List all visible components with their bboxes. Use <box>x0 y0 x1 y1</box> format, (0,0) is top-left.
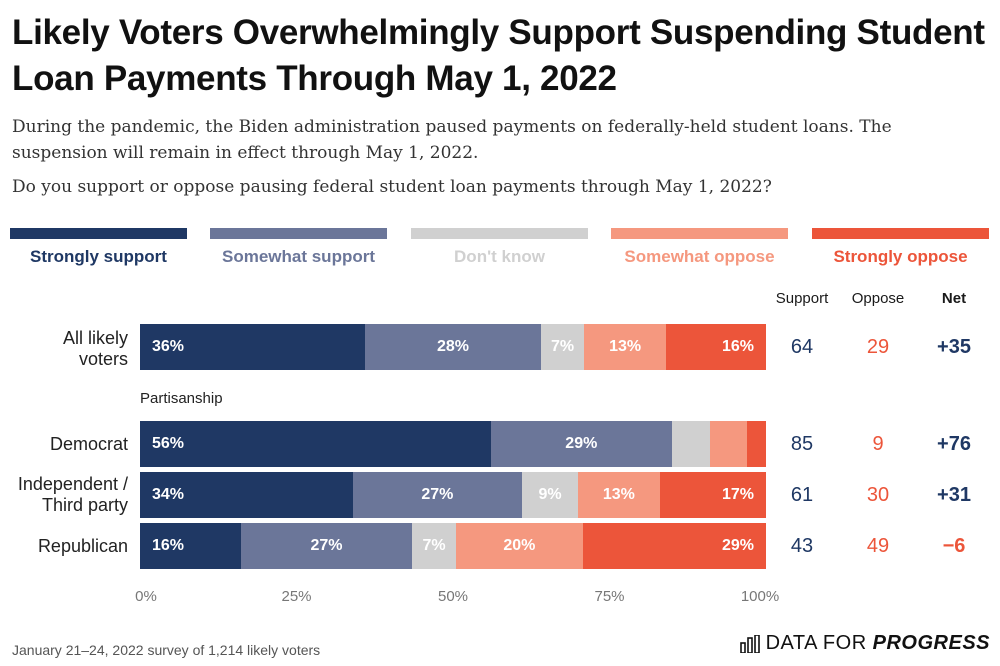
legend-swatch-strongly-support <box>10 228 187 239</box>
bar-segment-somewhat-oppose: 13% <box>578 472 660 518</box>
net-value: +35 <box>937 336 971 358</box>
legend-item-strongly-support: Strongly support <box>10 228 187 268</box>
row-label: All likely voters <box>62 328 128 369</box>
oppose-value: 29 <box>866 336 890 358</box>
legend-label-dont-know: Don't know <box>454 247 545 266</box>
net-column-header: Net <box>941 290 967 307</box>
legend-swatch-strongly-oppose <box>812 228 989 239</box>
support-column-header: Support <box>775 290 829 307</box>
legend-swatch-dont-know <box>411 228 588 239</box>
support-value: 85 <box>790 433 814 455</box>
legend-item-somewhat-oppose: Somewhat oppose <box>611 228 788 268</box>
legend-label-strongly-support: Strongly support <box>30 247 167 266</box>
x-tick-label: 75% <box>594 588 625 605</box>
bar-segment-dont-know: 9% <box>521 472 579 518</box>
legend-label-somewhat-oppose: Somewhat oppose <box>624 247 775 266</box>
support-value: 61 <box>790 484 814 506</box>
legend-label-somewhat-support: Somewhat support <box>221 247 375 266</box>
support-value: 43 <box>790 535 814 557</box>
footer-note: January 21–24, 2022 survey of 1,214 like… <box>12 642 321 658</box>
legend-swatch-somewhat-oppose <box>611 228 788 239</box>
bar-segment-strongly-oppose <box>747 421 766 467</box>
bar-segment-somewhat-oppose: 13% <box>584 324 666 370</box>
survey-question: Do you support or oppose pausing federal… <box>12 177 772 197</box>
brand-suffix: PROGRESS <box>872 632 990 654</box>
stacked-bar: 36% 28% 7% 13% 16% <box>140 324 766 370</box>
bar-segment-strongly-oppose: 29% <box>582 523 766 569</box>
net-value: +76 <box>937 433 971 455</box>
legend-swatch-somewhat-support <box>210 228 387 239</box>
bar-segment-somewhat-support: 27% <box>241 523 412 569</box>
legend-item-somewhat-support: Somewhat support <box>210 228 387 268</box>
bar-segment-somewhat-support: 27% <box>352 472 522 518</box>
bar-segment-somewhat-support: 28% <box>365 324 541 370</box>
legend-item-strongly-oppose: Strongly oppose <box>812 228 989 268</box>
net-value: +31 <box>937 484 971 506</box>
legend-label-strongly-oppose: Strongly oppose <box>833 247 968 266</box>
x-tick-label: 50% <box>437 588 469 605</box>
bar-segment-somewhat-oppose <box>709 421 748 467</box>
chart-subtitle: During the pandemic, the Biden administr… <box>12 117 892 163</box>
brand-logo: DATA FOR PROGRESS <box>739 632 990 655</box>
bar-segment-dont-know <box>672 421 710 467</box>
bar-segment-dont-know: 7% <box>540 324 585 370</box>
net-value: −6 <box>942 535 966 557</box>
bar-chart-icon <box>739 634 760 653</box>
bar-segment-strongly-oppose: 17% <box>659 472 766 518</box>
legend-item-dont-know: Don't know <box>411 228 588 268</box>
stacked-bar: 34% 27% 9% 13% 17% <box>140 472 766 518</box>
stacked-bar: 16% 27% 7% 20% 29% <box>140 523 766 569</box>
row-label: Independent / Third party <box>17 474 128 515</box>
oppose-value: 49 <box>866 535 890 557</box>
bar-segment-strongly-support: 36% <box>140 324 366 370</box>
bar-segment-dont-know: 7% <box>411 523 457 569</box>
brand-prefix: DATA FOR <box>765 632 867 654</box>
oppose-value: 9 <box>872 433 884 455</box>
bar-segment-somewhat-oppose: 20% <box>456 523 583 569</box>
oppose-column-header: Oppose <box>851 290 905 307</box>
support-value: 64 <box>790 336 814 358</box>
row-label: Republican <box>37 536 128 556</box>
section-label-partisanship: Partisanship <box>140 390 223 407</box>
bar-segment-strongly-support: 34% <box>140 472 353 518</box>
chart-title: Likely Voters Overwhelmingly Support Sus… <box>12 13 985 98</box>
x-tick-label: 0% <box>135 588 157 605</box>
bar-segment-strongly-oppose: 16% <box>665 324 766 370</box>
x-tick-label: 100% <box>740 588 780 605</box>
bar-segment-strongly-support: 16% <box>140 523 242 569</box>
x-tick-label: 25% <box>281 588 312 605</box>
bar-segment-strongly-support: 56% <box>140 421 491 467</box>
oppose-value: 30 <box>866 484 890 506</box>
row-label: Democrat <box>49 434 128 454</box>
stacked-bar: 56% 29% <box>140 421 766 467</box>
bar-segment-somewhat-support: 29% <box>490 421 673 467</box>
